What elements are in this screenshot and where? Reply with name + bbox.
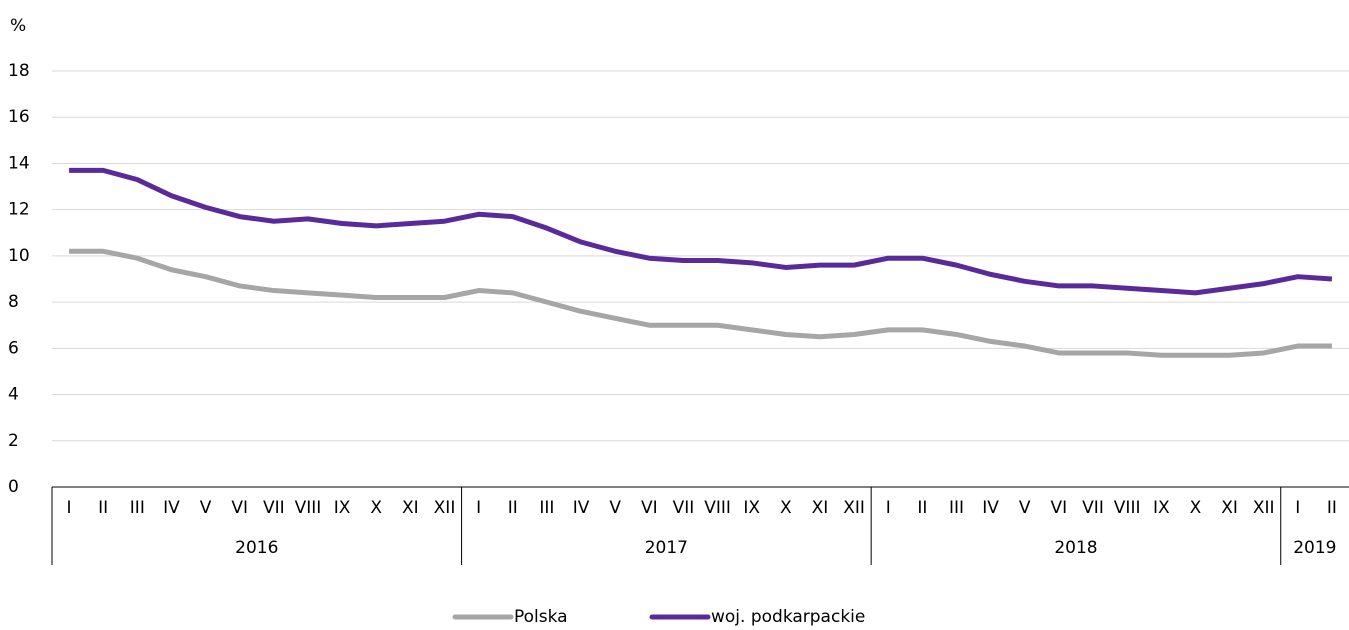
x-tick-label: V xyxy=(200,498,212,518)
x-tick-label: III xyxy=(949,498,964,518)
x-tick-label: VI xyxy=(1051,498,1068,518)
y-tick-label: 16 xyxy=(8,107,30,127)
x-tick-label: XII xyxy=(1253,498,1275,518)
y-tick-label: 0 xyxy=(8,477,19,497)
x-tick-label: V xyxy=(609,498,621,518)
x-tick-label: I xyxy=(886,498,891,518)
x-tick-label: I xyxy=(476,498,481,518)
x-tick-label: IX xyxy=(1153,498,1170,518)
x-tick-label: IX xyxy=(743,498,760,518)
x-tick-label: XI xyxy=(402,498,419,518)
x-tick-label: VIII xyxy=(295,498,322,518)
x-tick-label: II xyxy=(1327,498,1337,518)
y-tick-label: 8 xyxy=(8,292,19,312)
x-tick-label: IV xyxy=(163,498,180,518)
x-tick-label: VII xyxy=(673,498,695,518)
x-tick-label: VIII xyxy=(704,498,731,518)
x-tick-label: XI xyxy=(1221,498,1238,518)
x-tick-label: IV xyxy=(573,498,590,518)
x-tick-label: X xyxy=(780,498,792,518)
x-tick-label: VII xyxy=(1082,498,1104,518)
y-axis-label: % xyxy=(10,16,26,36)
x-tick-label: XII xyxy=(434,498,456,518)
x-tick-label: II xyxy=(508,498,518,518)
x-tick-label: XI xyxy=(812,498,829,518)
x-tick-label: III xyxy=(539,498,554,518)
x-tick-label: VIII xyxy=(1114,498,1141,518)
x-tick-label: X xyxy=(1190,498,1202,518)
group-label: 2018 xyxy=(1054,538,1097,558)
series-line xyxy=(69,167,1333,296)
x-tick-label: IV xyxy=(982,498,999,518)
series-line xyxy=(69,248,1332,358)
group-label: 2016 xyxy=(235,538,278,558)
group-label: 2017 xyxy=(645,538,688,558)
x-tick-label: VII xyxy=(263,498,285,518)
x-tick-label: I xyxy=(1295,498,1300,518)
x-tick-label: II xyxy=(917,498,927,518)
x-tick-label: XII xyxy=(843,498,865,518)
y-tick-label: 10 xyxy=(8,246,30,266)
legend-label: Polska xyxy=(514,607,568,627)
y-tick-label: 2 xyxy=(8,431,19,451)
group-label: 2019 xyxy=(1293,538,1336,558)
y-tick-label: 14 xyxy=(8,153,30,173)
x-tick-label: X xyxy=(370,498,382,518)
x-tick-label: VI xyxy=(641,498,658,518)
x-tick-label: V xyxy=(1019,498,1031,518)
x-tick-label: IX xyxy=(334,498,351,518)
x-tick-label: III xyxy=(130,498,145,518)
x-tick-label: VI xyxy=(231,498,248,518)
x-tick-label: I xyxy=(67,498,72,518)
y-tick-label: 4 xyxy=(8,385,19,405)
y-tick-label: 12 xyxy=(8,200,30,220)
x-tick-label: II xyxy=(98,498,108,518)
y-tick-label: 6 xyxy=(8,338,19,358)
legend-label: woj. podkarpackie xyxy=(711,607,865,627)
y-tick-label: 18 xyxy=(8,61,30,81)
